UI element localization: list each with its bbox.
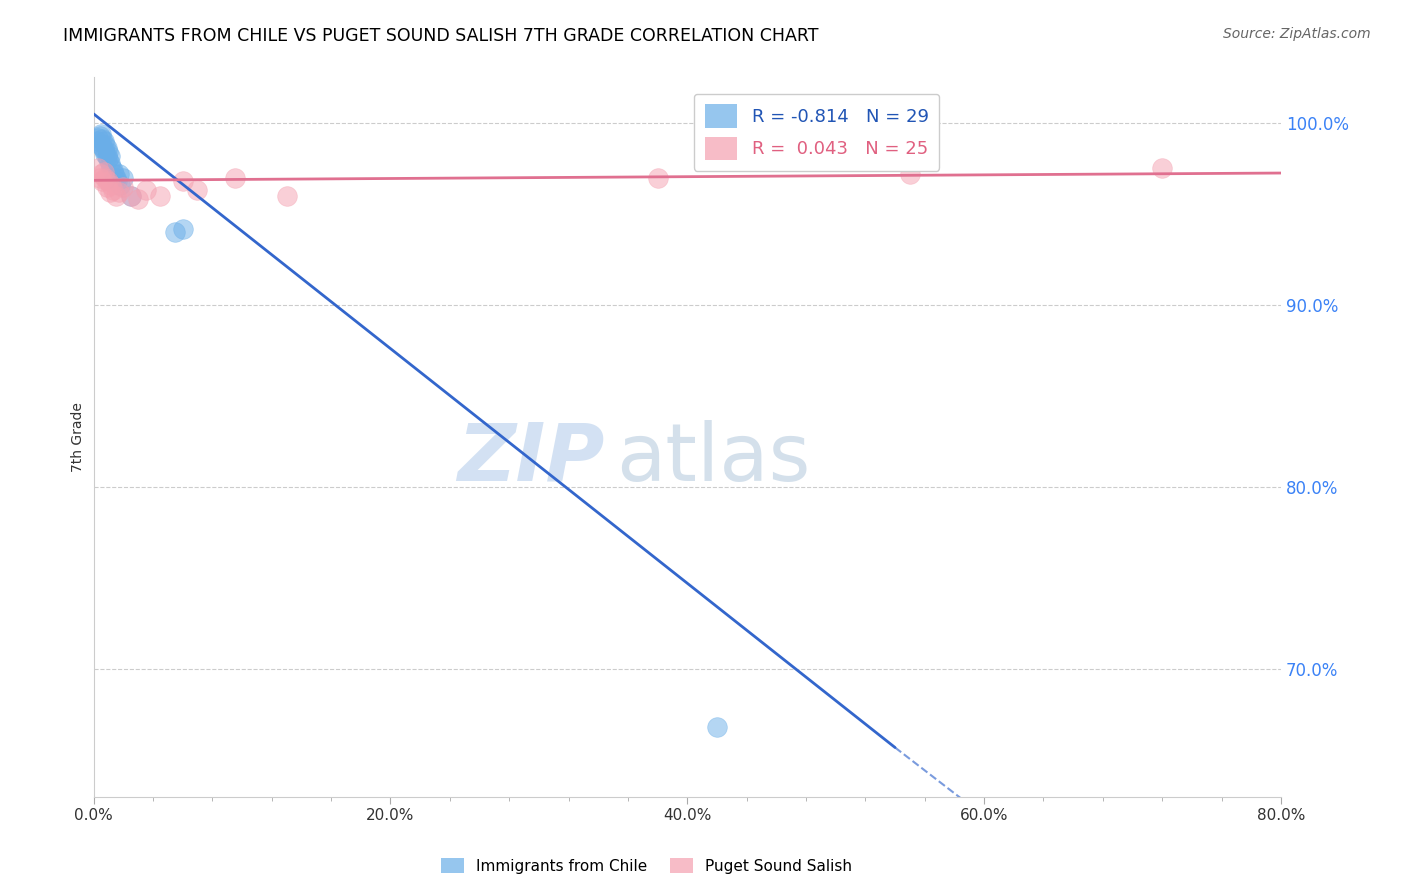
Point [1152,161,1174,176]
Point [706,721,728,735]
Point [186,183,208,197]
Point [90,127,112,141]
Point [101,163,124,178]
Point [91,132,114,146]
Point [97,153,120,167]
Legend: Immigrants from Chile, Puget Sound Salish: Immigrants from Chile, Puget Sound Salis… [434,852,859,880]
Point [93,134,115,148]
Point [91,139,114,153]
Point [100,160,122,174]
Point [96,179,118,194]
Text: Source: ZipAtlas.com: Source: ZipAtlas.com [1223,27,1371,41]
Point [120,189,142,203]
Point [98,185,121,199]
Text: atlas: atlas [616,419,810,498]
Point [96,141,118,155]
Point [103,167,125,181]
Point [149,189,172,203]
Point [107,167,129,181]
Point [112,170,135,185]
Point [87,161,110,176]
Point [87,130,110,145]
Point [172,174,194,188]
Point [96,149,118,163]
Point [647,170,669,185]
Point [91,174,114,188]
Point [98,156,121,170]
Point [224,170,246,185]
Point [105,174,128,188]
Legend: R = -0.814   N = 29, R =  0.043   N = 25: R = -0.814 N = 29, R = 0.043 N = 25 [693,94,939,170]
Point [172,221,194,235]
Y-axis label: 7th Grade: 7th Grade [72,402,86,472]
Point [165,225,187,239]
Point [97,145,120,160]
Point [89,170,111,185]
Point [93,143,115,157]
Point [94,147,117,161]
Point [100,178,122,192]
Point [104,170,127,185]
Text: IMMIGRANTS FROM CHILE VS PUGET SOUND SALISH 7TH GRADE CORRELATION CHART: IMMIGRANTS FROM CHILE VS PUGET SOUND SAL… [63,27,818,45]
Point [107,185,129,199]
Point [898,167,921,181]
Point [112,179,135,194]
Text: ZIP: ZIP [457,419,605,498]
Point [89,128,111,143]
Point [120,189,142,203]
Point [276,189,298,203]
Point [94,170,117,185]
Point [98,149,121,163]
Point [110,178,132,192]
Point [104,189,127,203]
Point [97,174,120,188]
Point [135,183,157,197]
Point [90,167,112,181]
Point [127,193,149,207]
Point [93,165,115,179]
Point [94,137,117,152]
Point [86,134,108,148]
Point [90,137,112,152]
Point [101,183,124,197]
